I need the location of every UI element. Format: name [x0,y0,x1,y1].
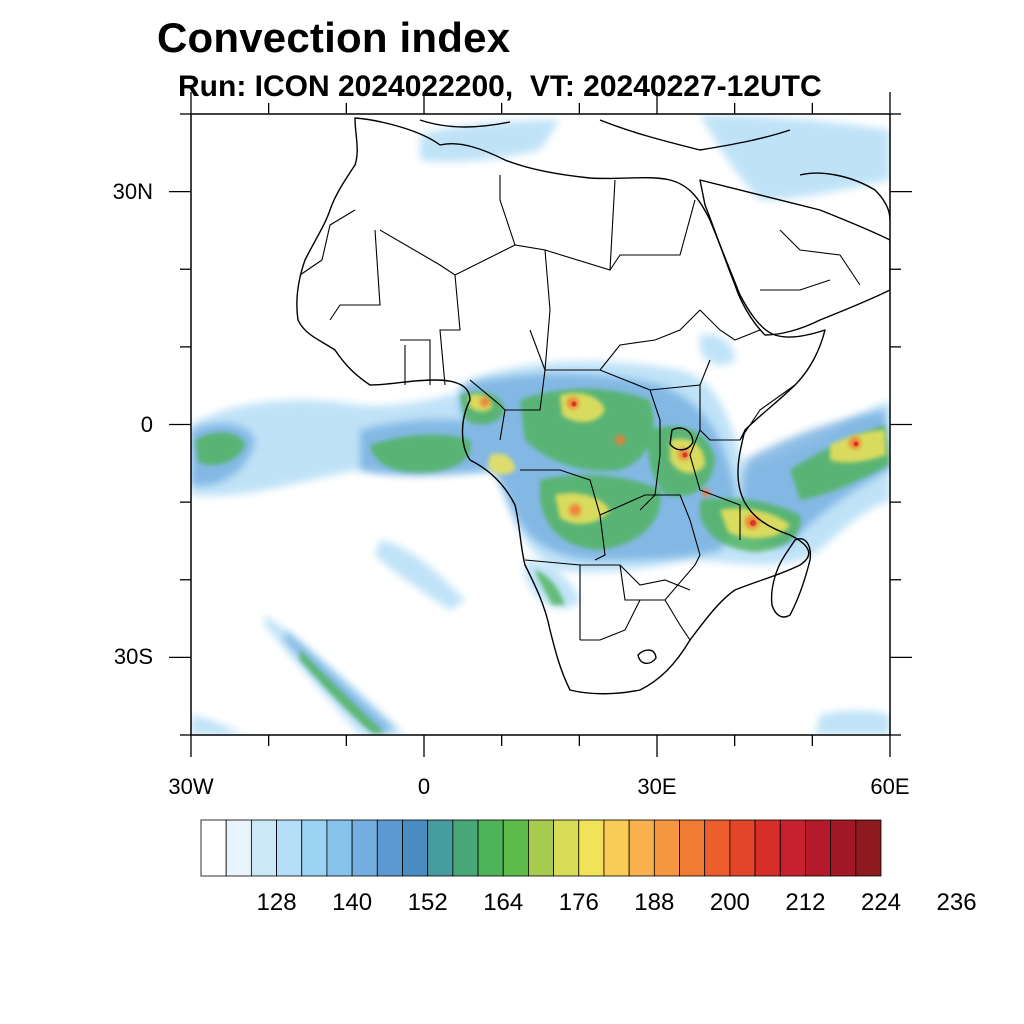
colorbar-swatch [427,819,454,877]
colorbar-swatch [477,819,504,877]
colorbar-label: 224 [860,889,902,916]
colorbar-swatch [553,819,580,877]
colorbar-label: 188 [634,889,675,916]
colorbar-swatch [301,819,328,877]
colorbar-swatch [502,819,529,877]
colorbar-swatch [452,819,479,877]
x-tick-label: 30W [168,774,214,799]
colorbar-swatch [351,819,378,877]
y-tick-label: 30S [113,644,153,670]
colorbar-swatch [779,819,806,877]
colorbar-swatch [830,819,857,877]
colorbar-swatch [376,819,403,877]
colorbar-swatch [225,819,252,877]
colorbar-label: 212 [785,889,826,916]
y-tick-label: 30N [112,178,153,204]
colorbar-label: 152 [407,889,448,916]
x-tick-label: 60E [870,774,910,799]
map-title: Convection index [157,14,511,61]
colorbar-swatch [603,819,630,877]
colorbar-swatch [805,819,832,877]
colorbar-label: 140 [332,889,373,916]
axis-ticks [169,92,912,757]
colorbar-swatch [679,819,706,877]
colorbar-swatch [653,819,680,877]
colorbar-label: 164 [483,889,524,916]
coastline [296,117,890,695]
colorbar-label: 200 [709,889,750,916]
colorbar-swatch [704,819,731,877]
colorbar-swatch [200,819,227,877]
convection-field [191,115,890,735]
map-subtitle: Run: ICON 2024022200, VT: 20240227-12UTC [178,70,822,103]
colorbar-swatch [729,819,756,877]
country-borders [299,175,861,641]
x-tick-label: 0 [417,774,431,799]
convection-map [169,92,912,757]
y-tick-label: 0 [140,411,153,437]
colorbar-swatch [528,819,554,877]
colorbar [200,819,882,877]
colorbar-swatch [402,819,429,877]
colorbar-swatch [250,819,277,877]
colorbar-label: 176 [558,889,599,916]
colorbar-label: 128 [256,889,297,916]
colorbar-swatch [855,819,882,877]
colorbar-swatch [326,819,353,877]
colorbar-swatch [578,819,605,877]
colorbar-label: 236 [936,889,977,916]
colorbar-swatch [754,819,781,877]
colorbar-swatch [628,819,655,877]
colorbar-swatch [276,819,303,877]
x-tick-label: 30E [637,774,677,799]
